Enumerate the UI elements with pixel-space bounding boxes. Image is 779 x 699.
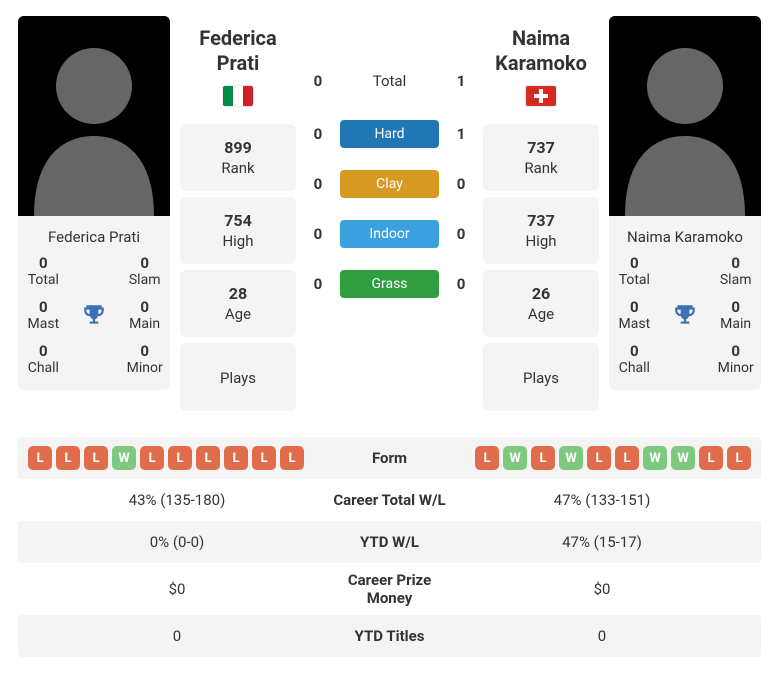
surface-hard[interactable]: Hard: [340, 120, 439, 148]
flag-switzerland-icon: [526, 86, 556, 106]
player-b-titles: 0 Total 0 Slam 0 Mast 0 Main 0 Chall: [609, 254, 761, 390]
h2h-column: 0 Total 1 0 Hard 1 0 Clay 0 0 Indoor 0 0…: [306, 16, 473, 320]
h2h-grass: 0 Grass 0: [306, 270, 473, 298]
form-chip: L: [56, 446, 80, 470]
ytd-titles-a: 0: [28, 627, 326, 645]
player-a-titles: 0 Total 0 Slam 0 Mast 0 Main 0 Chall: [18, 254, 170, 390]
player-a-photo: [18, 16, 170, 216]
form-chip: W: [643, 446, 667, 470]
titles-minor: 0 Minor: [119, 342, 170, 376]
form-chip: L: [84, 446, 108, 470]
titles-total: 0 Total: [18, 254, 69, 288]
form-chip: W: [503, 446, 527, 470]
h2h-indoor: 0 Indoor 0: [306, 220, 473, 248]
row-prize: $0 Career Prize Money $0: [18, 563, 761, 615]
player-a-info: Federica Prati 899 Rank 754 High 28 Age …: [180, 16, 296, 417]
titles-main: 0 Main: [710, 298, 761, 332]
player-b-info: Naima Karamoko 737 Rank 737 High 26 Age …: [483, 16, 599, 417]
form-chip: W: [559, 446, 583, 470]
career-wl-b: 47% (133-151): [453, 491, 751, 509]
h2h-hard: 0 Hard 1: [306, 120, 473, 148]
titles-slam: 0 Slam: [119, 254, 170, 288]
form-chip: L: [252, 446, 276, 470]
form-b: LWLWLLWWLL: [453, 446, 751, 470]
player-a-name-small: Federica Prati: [48, 228, 140, 246]
titles-slam: 0 Slam: [710, 254, 761, 288]
player-b-card: Naima Karamoko 0 Total 0 Slam 0 Mast 0 M…: [609, 16, 761, 390]
titles-chall: 0 Chall: [18, 342, 69, 376]
stat-high-a: 754 High: [180, 197, 296, 264]
player-b-name-small: Naima Karamoko: [627, 228, 743, 246]
form-chip: W: [671, 446, 695, 470]
h2h-clay: 0 Clay 0: [306, 170, 473, 198]
trophy-icon: [660, 298, 711, 332]
label-career-wl: Career Total W/L: [326, 491, 453, 509]
silhouette-icon: [609, 16, 761, 216]
form-chip: L: [280, 446, 304, 470]
flag-italy-icon: [223, 86, 253, 106]
titles-main: 0 Main: [119, 298, 170, 332]
trophy-icon: [69, 298, 120, 332]
top-section: Federica Prati 0 Total 0 Slam 0 Mast 0 M…: [18, 16, 761, 417]
prize-a: $0: [28, 580, 326, 598]
titles-mast: 0 Mast: [18, 298, 69, 332]
form-chip: W: [112, 446, 136, 470]
row-career-wl: 43% (135-180) Career Total W/L 47% (133-…: [18, 479, 761, 521]
form-chip: L: [224, 446, 248, 470]
row-form: LLLWLLLLLL Form LWLWLLWWLL: [18, 437, 761, 479]
form-a: LLLWLLLLLL: [28, 446, 326, 470]
silhouette-icon: [18, 16, 170, 216]
stat-plays-a: Plays: [180, 343, 296, 411]
player-a-card: Federica Prati 0 Total 0 Slam 0 Mast 0 M…: [18, 16, 170, 390]
ytd-wl-b: 47% (15-17): [453, 533, 751, 551]
player-a-name-big: Federica Prati: [180, 26, 296, 78]
row-ytd-titles: 0 YTD Titles 0: [18, 615, 761, 657]
stat-age-b: 26 Age: [483, 270, 599, 337]
stat-rank-b: 737 Rank: [483, 124, 599, 191]
form-chip: L: [727, 446, 751, 470]
h2h-total: 0 Total 1: [306, 72, 473, 90]
form-chip: L: [140, 446, 164, 470]
stat-rank-a: 899 Rank: [180, 124, 296, 191]
label-form: Form: [326, 449, 453, 467]
titles-total: 0 Total: [609, 254, 660, 288]
surface-indoor[interactable]: Indoor: [340, 220, 439, 248]
career-wl-a: 43% (135-180): [28, 491, 326, 509]
prize-b: $0: [453, 580, 751, 598]
surface-clay[interactable]: Clay: [340, 170, 439, 198]
form-chip: L: [615, 446, 639, 470]
player-b-name-big: Naima Karamoko: [483, 26, 599, 78]
ytd-titles-b: 0: [453, 627, 751, 645]
stat-high-b: 737 High: [483, 197, 599, 264]
surface-grass[interactable]: Grass: [340, 270, 439, 298]
stat-plays-b: Plays: [483, 343, 599, 411]
form-chip: L: [28, 446, 52, 470]
label-prize: Career Prize Money: [326, 571, 453, 607]
form-chip: L: [168, 446, 192, 470]
row-ytd-wl: 0% (0-0) YTD W/L 47% (15-17): [18, 521, 761, 563]
stat-age-a: 28 Age: [180, 270, 296, 337]
form-chip: L: [196, 446, 220, 470]
form-chip: L: [475, 446, 499, 470]
titles-minor: 0 Minor: [710, 342, 761, 376]
titles-chall: 0 Chall: [609, 342, 660, 376]
ytd-wl-a: 0% (0-0): [28, 533, 326, 551]
label-ytd-titles: YTD Titles: [326, 627, 453, 645]
form-chip: L: [699, 446, 723, 470]
player-b-photo: [609, 16, 761, 216]
form-chip: L: [587, 446, 611, 470]
form-chip: L: [531, 446, 555, 470]
comparison-table: LLLWLLLLLL Form LWLWLLWWLL 43% (135-180)…: [18, 437, 761, 657]
label-ytd-wl: YTD W/L: [326, 533, 453, 551]
titles-mast: 0 Mast: [609, 298, 660, 332]
